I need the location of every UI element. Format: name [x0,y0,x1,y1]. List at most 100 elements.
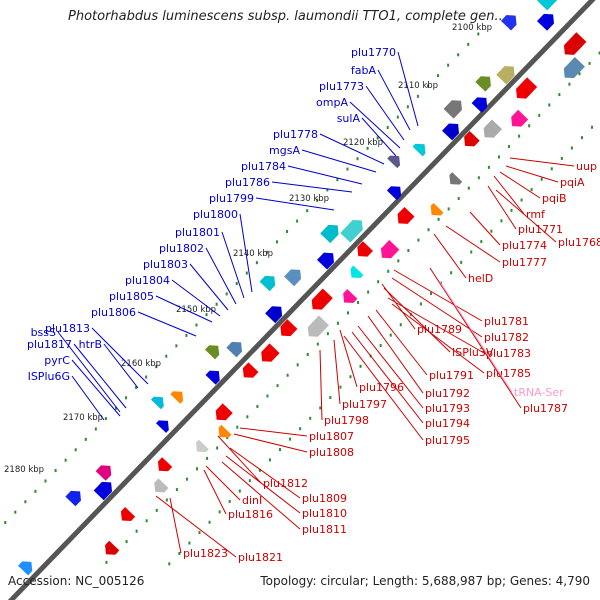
leader-line [229,447,301,499]
tick-mark [196,467,199,471]
tick-mark [447,63,450,67]
reverse-gene-label: plu1795 [425,434,470,447]
tick-mark [588,61,591,65]
tick-mark [366,146,369,150]
tick-mark [256,404,259,408]
tick-mark [226,436,229,440]
leader-line [505,165,559,183]
reverse-gene-arrow [154,478,169,493]
tick-mark [195,323,198,327]
tick-mark [346,167,349,171]
tick-mark [14,510,17,514]
reverse-gene-label: plu1812 [263,477,308,490]
leader-line [73,343,127,409]
leader-line [319,349,323,421]
tick-mark [416,94,419,98]
reverse-gene-arrow [157,457,173,472]
reverse-gene-label: plu1810 [302,507,347,520]
forward-gene-arrow [471,97,488,113]
tick-mark [289,437,292,441]
leader-line [349,101,401,149]
scale-label: 2170 kbp [63,413,103,423]
rna-gene-label: tRNA-Ser [514,386,564,399]
tick-mark [558,93,561,97]
tick-mark [319,406,322,410]
forward-gene-arrow [205,370,220,385]
leader-line [377,69,411,131]
tick-mark [238,489,241,493]
tick-mark [357,300,360,304]
reverse-gene-arrow [196,439,209,453]
tick-mark [520,198,523,202]
forward-gene-arrow [387,155,401,169]
leader-line [365,85,405,141]
reverse-gene-label: plu1782 [484,331,529,344]
forward-gene-label: pyrC [44,354,70,367]
leader-line [387,297,485,354]
forward-gene-arrow [475,76,491,92]
leader-line [391,303,485,374]
forward-gene-label: plu1778 [273,128,318,141]
tick-mark [218,510,221,514]
tick-mark [470,250,473,254]
tick-mark [246,415,249,419]
forward-gene-arrow [340,220,363,243]
leader-line [91,327,149,385]
tick-mark [236,425,239,429]
reverse-gene-label: plu1809 [302,492,347,505]
leader-line [205,465,241,501]
reverse-gene-arrow [430,203,444,216]
tick-mark [477,32,480,36]
forward-gene-label: plu1803 [143,258,188,271]
forward-gene-arrow [320,224,339,244]
forward-gene-label: sulA [337,112,361,125]
reverse-gene-label: plu1816 [228,508,273,521]
leader-line [319,133,385,165]
leader-line [367,315,424,394]
tick-mark [248,479,251,483]
leader-line [495,189,557,243]
tick-mark [359,364,362,368]
leader-line [255,197,335,211]
leader-line [103,343,139,389]
reverse-gene-arrow [357,241,373,257]
leader-line [189,263,229,311]
reverse-gene-label: plu1823 [183,547,228,560]
leader-line [271,181,353,193]
tick-mark [286,373,289,377]
tick-mark [560,156,563,160]
tick-mark [105,560,108,564]
tick-mark [326,332,329,336]
reverse-gene-label: plu1781 [484,315,529,328]
forward-gene-arrow [443,100,462,119]
reverse-gene-label: plu1798 [324,414,369,427]
forward-gene-arrow [386,186,402,201]
tick-mark [386,126,389,130]
tick-mark [255,261,258,265]
reverse-gene-label: plu1792 [425,387,470,400]
reverse-gene-arrow [464,130,480,147]
leader-line [469,211,501,246]
tick-mark [205,313,208,317]
forward-gene-label: plu1805 [109,290,154,303]
tick-mark [467,42,470,46]
forward-gene-arrow [226,341,242,358]
tick-mark [165,498,168,502]
reverse-gene-label: ISPlu3V [452,346,494,359]
tick-mark [4,521,7,525]
tick-mark [447,207,450,211]
leader-line [433,233,467,279]
tick-mark [206,456,209,460]
scale-label: 2120 kbp [343,138,383,148]
reverse-gene-label: plu1797 [342,398,387,411]
reverse-gene-label: helD [468,272,493,285]
tick-mark [266,394,269,398]
reverse-gene-arrow [483,119,503,138]
reverse-gene-label: plu1789 [417,323,462,336]
leader-line [351,331,424,424]
reverse-gene-label: plu1796 [359,381,404,394]
leader-line [429,267,522,409]
tick-mark [477,176,480,180]
forward-gene-arrow [95,465,112,481]
